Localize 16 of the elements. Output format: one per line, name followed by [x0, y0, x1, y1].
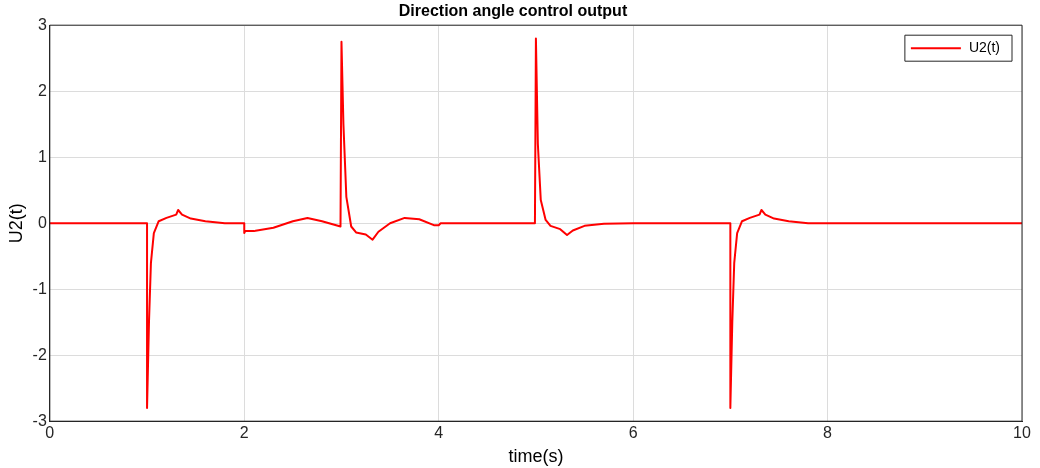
x-tick-label: 4	[434, 424, 444, 442]
y-tick-label: -1	[32, 279, 47, 297]
x-tick-label: 2	[239, 424, 249, 442]
y-tick-label: -3	[32, 411, 47, 429]
y-tick-label: 1	[37, 147, 47, 165]
y-tick-label: 0	[37, 213, 47, 231]
x-tick-label: 6	[628, 424, 638, 442]
y-tick-label: -2	[32, 345, 47, 363]
x-tick-label: 8	[823, 424, 833, 442]
y-tick-label: 3	[37, 15, 47, 33]
chart-title: Direction angle control output	[398, 2, 628, 20]
y-tick-label: 2	[37, 81, 47, 99]
legend-label: U2(t)	[968, 39, 1001, 56]
y-axis-title: U2(t)	[5, 203, 26, 244]
x-tick-label: 10	[1013, 424, 1031, 442]
x-axis-title: time(s)	[508, 446, 564, 467]
